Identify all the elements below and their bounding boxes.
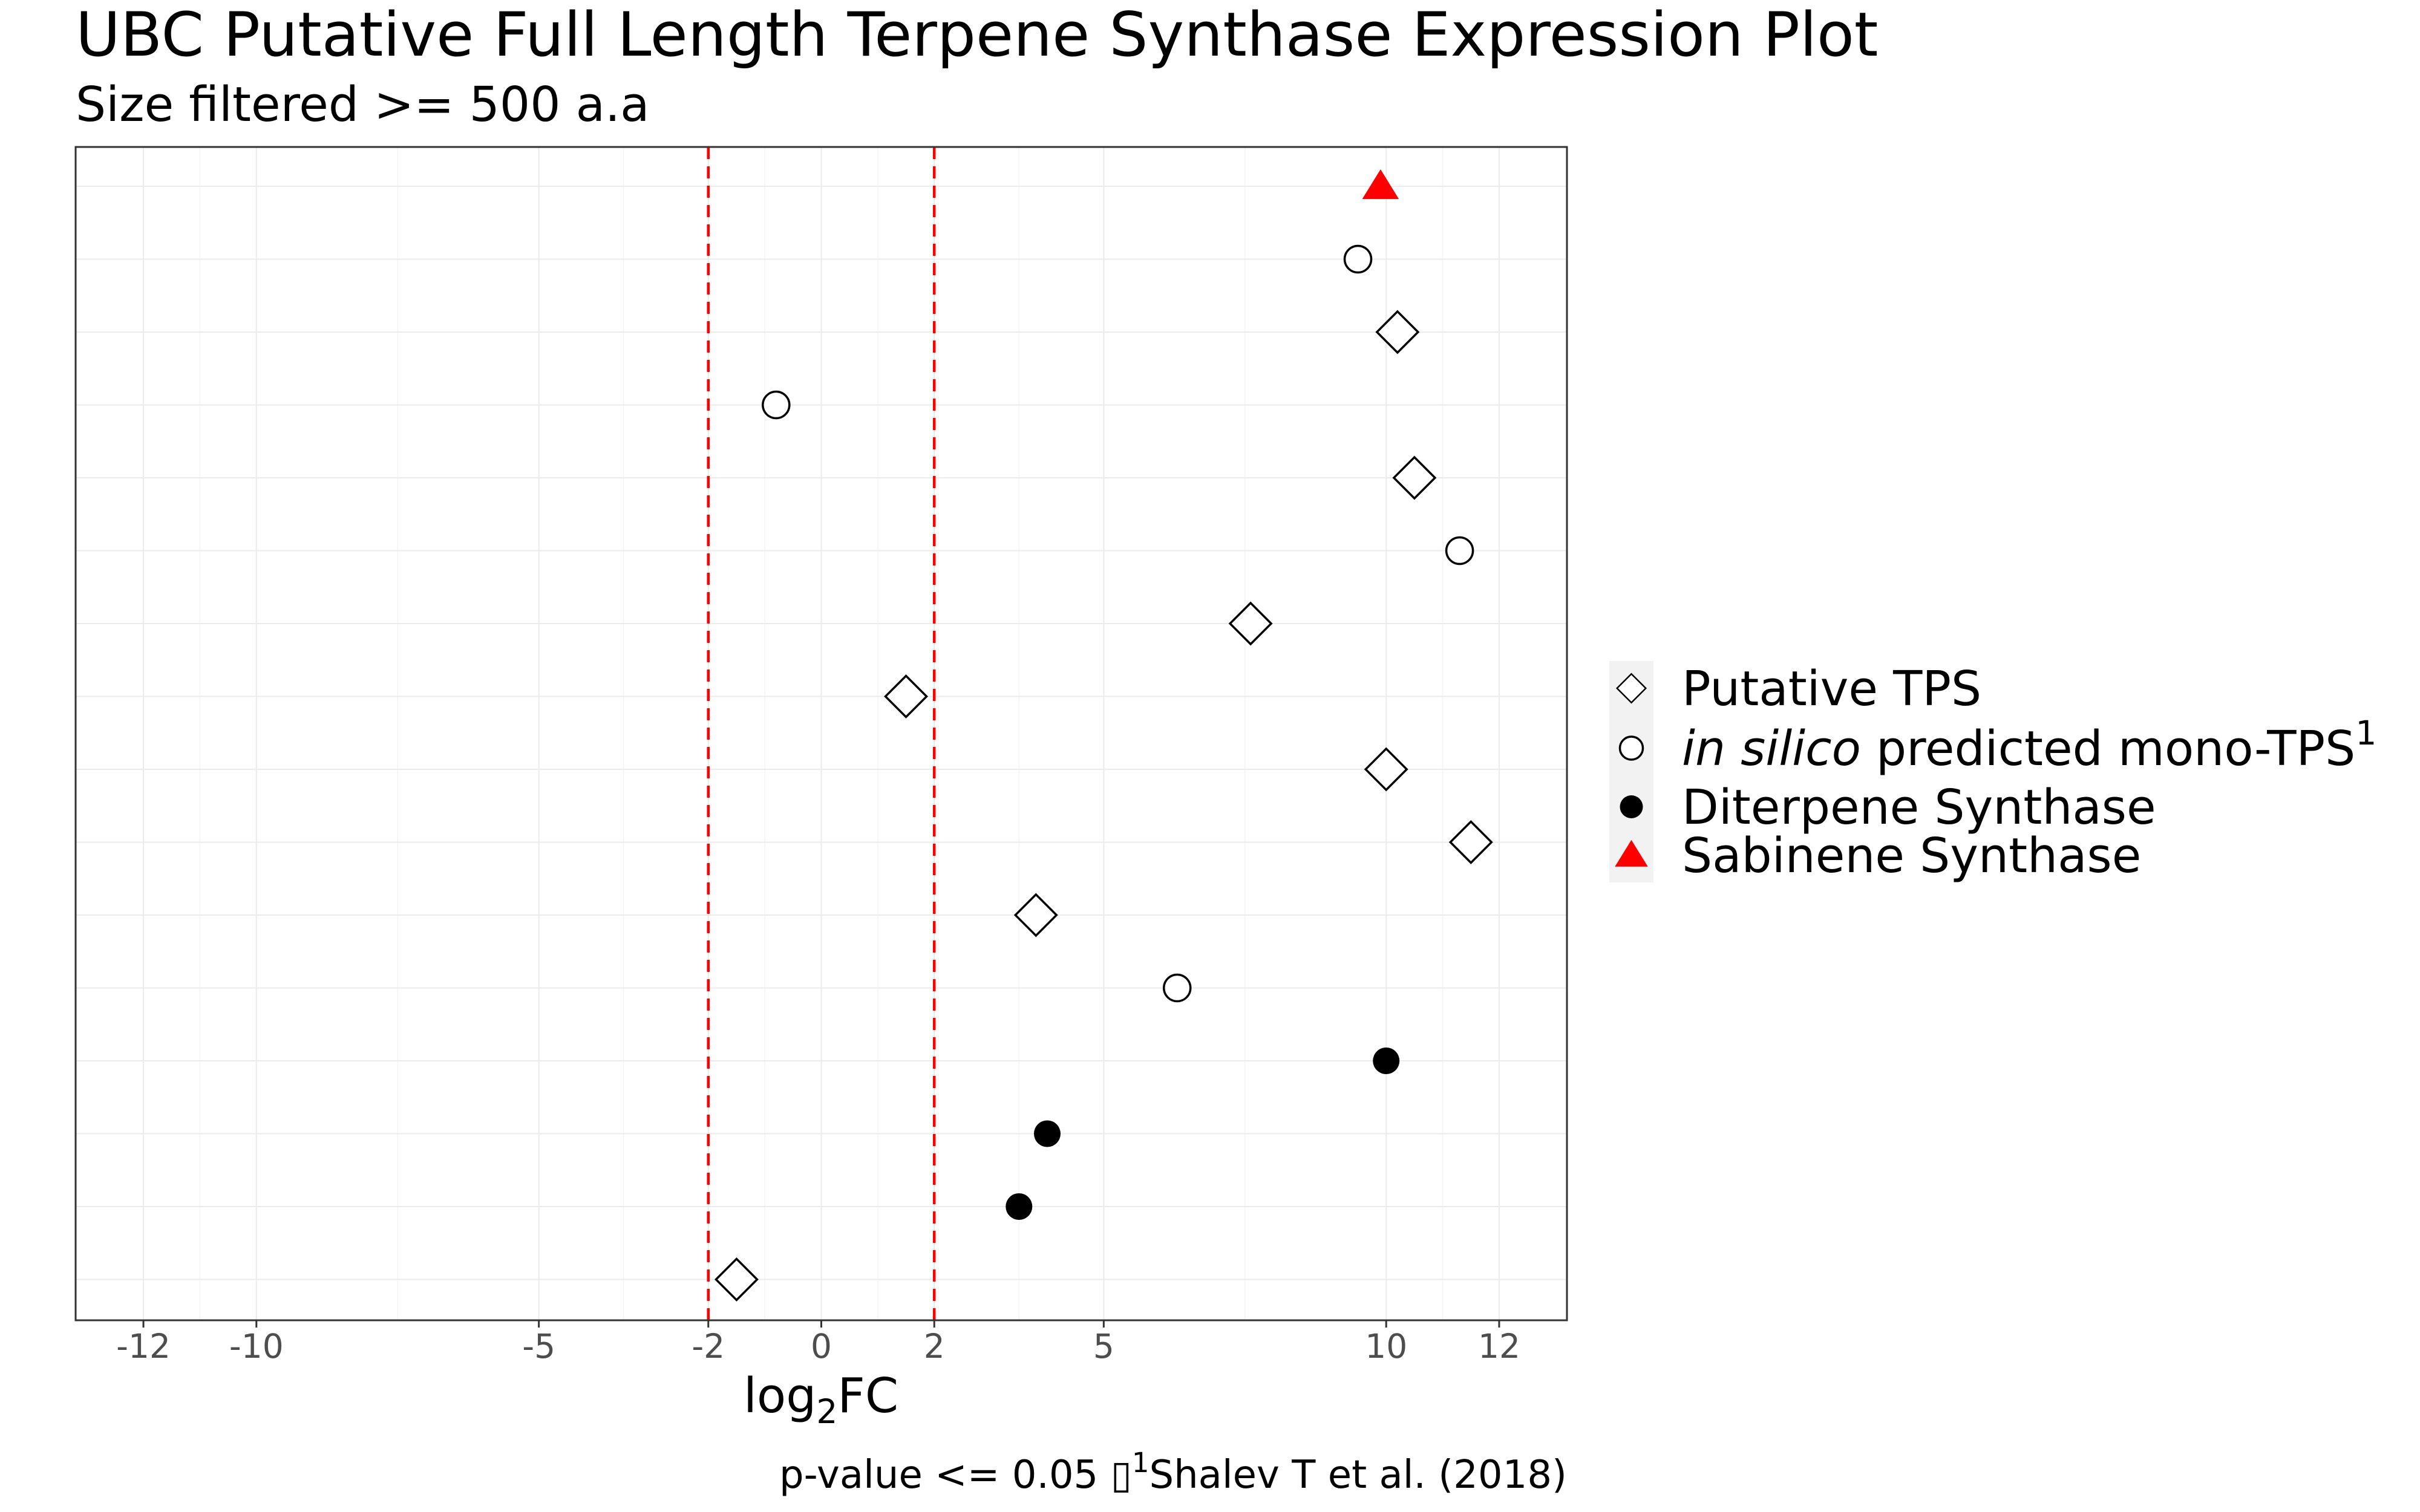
legend-label: in silico predicted mono-TPS1: [1682, 714, 2376, 777]
x-tick-label: 2: [924, 1327, 945, 1366]
x-tick-label: -12: [116, 1327, 171, 1366]
x-tick-label: -10: [229, 1327, 284, 1366]
data-point-open-circle: [762, 390, 791, 420]
legend-key-filled-circle: [1620, 795, 1643, 818]
data-point-open-circle: [1343, 244, 1373, 274]
caption-superscript: 1: [1132, 1447, 1150, 1479]
legend-label: Putative TPS: [1682, 661, 1981, 717]
caption-glyph: ▯: [1111, 1453, 1132, 1497]
data-point-filled-circle: [1033, 1120, 1061, 1147]
data-point-open-diamond: [1228, 601, 1273, 646]
data-point-filled-circle: [1373, 1048, 1400, 1074]
caption: p-value <= 0.05 ▯1Shalev T et al. (2018): [779, 1447, 1567, 1497]
legend-key-open-circle: [1618, 735, 1644, 761]
legend-label: Diterpene Synthase: [1682, 780, 2156, 835]
legend-label-text: Putative TPS: [1682, 661, 1981, 717]
chart-title: UBC Putative Full Length Terpene Synthas…: [76, 0, 1878, 70]
plot-panel: [74, 146, 1568, 1321]
legend-label-text: Diterpene Synthase: [1682, 780, 2156, 835]
data-point-open-diamond: [1375, 310, 1420, 354]
grid-lines: [76, 147, 1567, 1320]
legend-label-superscript: 1: [2355, 714, 2376, 752]
x-tick-label: 5: [1093, 1327, 1114, 1366]
data-point-open-circle: [1445, 536, 1474, 565]
data-point-filled-triangle: [1362, 169, 1399, 199]
data-points: [714, 169, 1493, 1302]
data-point-open-circle: [1162, 973, 1192, 1003]
data-point-open-diamond: [884, 674, 929, 719]
x-tick-label: -5: [522, 1327, 555, 1366]
data-point-open-diamond: [1364, 747, 1408, 792]
x-axis-label-subscript: 2: [816, 1392, 837, 1431]
legend-label-text: Sabinene Synthase: [1682, 828, 2141, 884]
data-point-open-diamond: [1392, 455, 1437, 500]
caption-reference: Shalev T et al. (2018): [1149, 1453, 1567, 1497]
legend-key-open-diamond: [1615, 673, 1647, 704]
x-tick-label: -2: [692, 1327, 725, 1366]
threshold-lines: [707, 147, 936, 1320]
x-axis-label-suffix: FC: [837, 1368, 898, 1424]
x-tick-label: 12: [1478, 1327, 1520, 1366]
data-point-open-diamond: [1013, 893, 1058, 937]
data-point-filled-circle: [1006, 1193, 1033, 1220]
legend-label-text: predicted mono-TPS: [1861, 721, 2355, 777]
legend-label: Sabinene Synthase: [1682, 828, 2141, 884]
data-point-open-diamond: [714, 1257, 759, 1302]
x-tick-label: 0: [811, 1327, 832, 1366]
x-axis-label: log2FC: [744, 1368, 898, 1431]
x-axis: -12 -10 -5 -2 0 2 5 10 12: [116, 1320, 1520, 1366]
x-axis-label-main: log: [744, 1368, 816, 1424]
chart-subtitle: Size filtered >= 500 a.a: [76, 77, 650, 132]
data-point-open-diamond: [1448, 820, 1493, 864]
legend-key-filled-triangle: [1615, 839, 1648, 867]
legend-label-italic: in silico: [1682, 721, 1861, 777]
caption-text: p-value <= 0.05: [779, 1453, 1111, 1497]
x-tick-label: 10: [1365, 1327, 1407, 1366]
